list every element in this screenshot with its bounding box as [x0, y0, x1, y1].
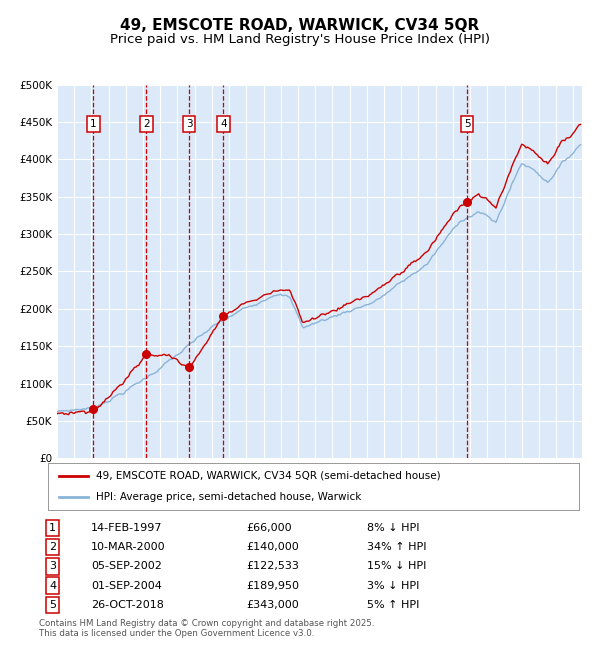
- Text: 1: 1: [49, 523, 56, 533]
- Text: 49, EMSCOTE ROAD, WARWICK, CV34 5QR: 49, EMSCOTE ROAD, WARWICK, CV34 5QR: [121, 18, 479, 33]
- Text: 3% ↓ HPI: 3% ↓ HPI: [367, 580, 419, 591]
- Text: 05-SEP-2002: 05-SEP-2002: [91, 562, 162, 571]
- Text: 15% ↓ HPI: 15% ↓ HPI: [367, 562, 426, 571]
- Text: 5% ↑ HPI: 5% ↑ HPI: [367, 600, 419, 610]
- Text: 26-OCT-2018: 26-OCT-2018: [91, 600, 164, 610]
- Text: 5: 5: [464, 119, 470, 129]
- Text: £140,000: £140,000: [247, 542, 299, 552]
- Text: 8% ↓ HPI: 8% ↓ HPI: [367, 523, 419, 533]
- Text: 4: 4: [49, 580, 56, 591]
- Text: 3: 3: [49, 562, 56, 571]
- Text: 3: 3: [186, 119, 193, 129]
- Text: 01-SEP-2004: 01-SEP-2004: [91, 580, 162, 591]
- Text: 4: 4: [220, 119, 227, 129]
- Text: HPI: Average price, semi-detached house, Warwick: HPI: Average price, semi-detached house,…: [96, 493, 361, 502]
- Text: 34% ↑ HPI: 34% ↑ HPI: [367, 542, 426, 552]
- Text: 10-MAR-2000: 10-MAR-2000: [91, 542, 166, 552]
- Text: £189,950: £189,950: [247, 580, 299, 591]
- Text: 1: 1: [90, 119, 97, 129]
- Text: £66,000: £66,000: [247, 523, 292, 533]
- Text: Price paid vs. HM Land Registry's House Price Index (HPI): Price paid vs. HM Land Registry's House …: [110, 32, 490, 46]
- Text: 2: 2: [49, 542, 56, 552]
- Text: £122,533: £122,533: [247, 562, 299, 571]
- Text: 2: 2: [143, 119, 149, 129]
- Text: 5: 5: [49, 600, 56, 610]
- Text: £343,000: £343,000: [247, 600, 299, 610]
- Text: Contains HM Land Registry data © Crown copyright and database right 2025.
This d: Contains HM Land Registry data © Crown c…: [39, 619, 374, 638]
- Text: 49, EMSCOTE ROAD, WARWICK, CV34 5QR (semi-detached house): 49, EMSCOTE ROAD, WARWICK, CV34 5QR (sem…: [96, 471, 440, 480]
- Text: 14-FEB-1997: 14-FEB-1997: [91, 523, 163, 533]
